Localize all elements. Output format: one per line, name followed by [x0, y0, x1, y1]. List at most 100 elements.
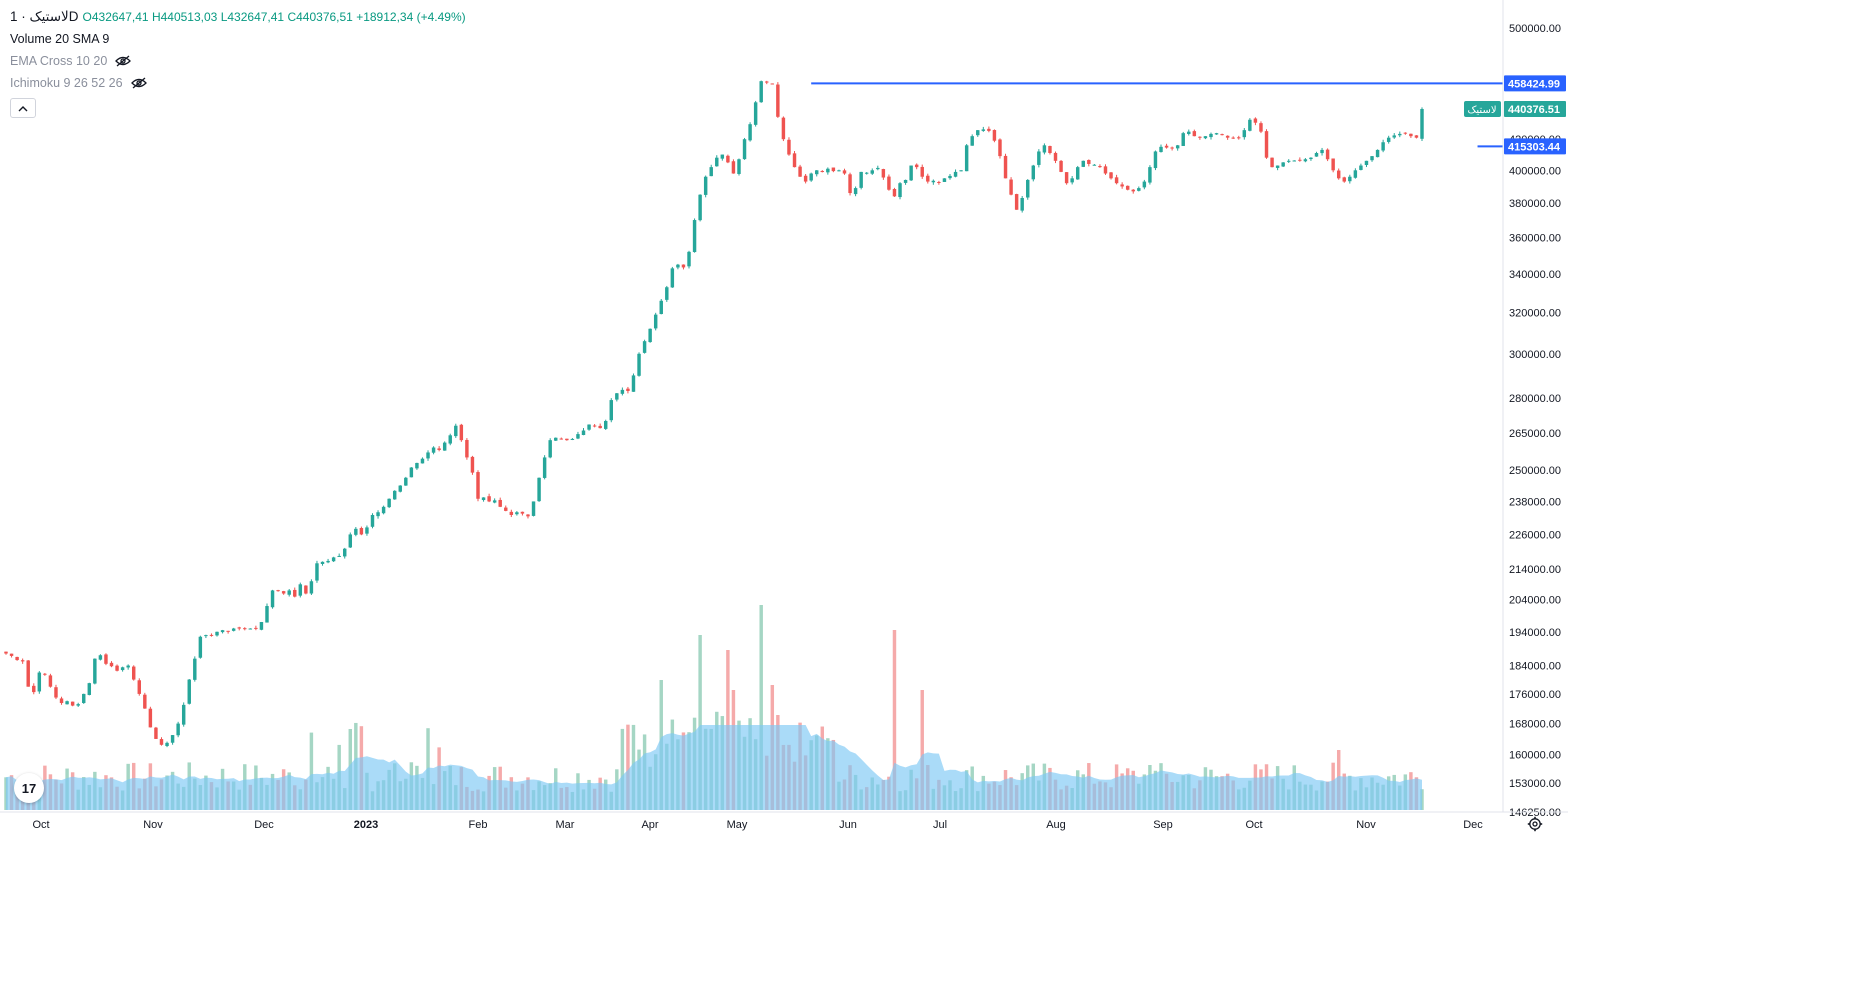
candle-body [1070, 178, 1074, 183]
candle-body [365, 527, 369, 534]
candle-body [576, 434, 580, 439]
candle-body [926, 175, 930, 182]
candle-body [154, 727, 158, 739]
candle-body [670, 268, 675, 288]
candle-body [1403, 132, 1408, 134]
indicator-ema-cross[interactable]: EMA Cross 10 20 [10, 50, 466, 72]
candle-body [1181, 133, 1185, 146]
volume-bar [759, 605, 763, 810]
candle-body [398, 485, 402, 492]
volume-bar [892, 630, 897, 810]
chart-settings-button[interactable] [1525, 814, 1545, 834]
logo-text: 17 [21, 780, 37, 796]
candle-body [964, 145, 969, 172]
symbol-row[interactable]: لاستیک · 1D O432647,41 H440513,03 L43264… [10, 6, 466, 28]
candle-body [687, 251, 691, 267]
candle-body [187, 679, 191, 704]
candle-body [1386, 137, 1391, 142]
eye-crossed-icon[interactable] [130, 77, 147, 89]
collapse-legend-button[interactable] [10, 98, 36, 118]
hline-price-label: 458424.99 [1508, 78, 1560, 90]
indicator-volume[interactable]: Volume 20 SMA 9 [10, 28, 466, 50]
candle-body [581, 430, 586, 436]
candle-body [631, 375, 636, 392]
candle-body [20, 660, 25, 662]
hline-price-tag [1504, 75, 1566, 92]
candle-body [159, 739, 164, 745]
candle-body [1103, 166, 1108, 174]
symbol-tag-label: لاستیک [1467, 105, 1496, 116]
candle-body [231, 628, 236, 631]
candle-body [681, 264, 686, 268]
horizontal-lines[interactable] [811, 82, 1503, 148]
candle-body [54, 687, 58, 698]
candle-body [937, 181, 941, 183]
volume-bar [626, 724, 630, 810]
candle-body [170, 735, 175, 743]
candle-body [220, 630, 225, 633]
candle-body [1053, 152, 1058, 161]
candle-body [137, 680, 141, 694]
candle-body [976, 130, 980, 136]
candle-body [659, 300, 663, 315]
price-tick-label: 280000.00 [1509, 393, 1561, 405]
candle-body [1020, 198, 1024, 211]
price-tick-label: 168000.00 [1509, 719, 1561, 731]
candle-body [765, 81, 769, 83]
candle-body [1153, 151, 1158, 169]
candle-body [1075, 167, 1080, 180]
candle-body [542, 457, 547, 478]
candle-body [726, 155, 730, 163]
candle-body [898, 183, 902, 198]
volume-bar [309, 732, 314, 810]
price-tick-label: 340000.00 [1509, 269, 1561, 281]
candle-body [354, 528, 358, 535]
candle-body [1137, 188, 1141, 191]
candle-body [1336, 170, 1341, 179]
candle-body [87, 683, 92, 695]
candle-body [787, 139, 791, 155]
price-tick-label: 194000.00 [1509, 627, 1561, 639]
candle-body [109, 662, 114, 667]
candle-body [226, 630, 230, 632]
tradingview-logo[interactable]: 17 [14, 773, 44, 803]
candle-body [293, 589, 297, 597]
indicator-ichimoku[interactable]: Ichimoku 9 26 52 26 [10, 72, 466, 94]
candle-body [492, 500, 497, 503]
candle-body [953, 171, 958, 177]
volume-bar [620, 728, 625, 810]
candle-body [642, 341, 647, 353]
price-chart[interactable]: 500000.00420000.00400000.00380000.003600… [0, 0, 1568, 837]
candle-body [1298, 159, 1302, 161]
price-tick-label: 160000.00 [1509, 750, 1561, 762]
chart-legend: لاستیک · 1D O432647,41 H440513,03 L43264… [10, 6, 466, 118]
candle-body [1098, 166, 1102, 168]
candle-body [281, 591, 286, 594]
candle-body [1092, 164, 1097, 166]
candle-body [776, 84, 780, 117]
candle-body [920, 166, 924, 177]
symbol-tag [1464, 100, 1501, 117]
eye-crossed-icon[interactable] [115, 55, 132, 67]
candle-body [1114, 177, 1119, 184]
price-tick-label: 250000.00 [1509, 465, 1561, 477]
candle-body [676, 264, 680, 268]
candle-body [4, 651, 8, 654]
candle-body [1370, 156, 1374, 161]
volume-sma-area [6, 725, 1422, 810]
time-axis[interactable]: Oct Nov Dec 2023 Feb Mar Apr May Jun Jul Aug Sep Oct… [0, 811, 1568, 831]
candle-body [1414, 135, 1419, 138]
price-tick-label: 214000.00 [1509, 564, 1561, 576]
candle-body [148, 708, 153, 728]
symbol-title[interactable]: لاستیک · 1D [10, 9, 79, 24]
candle-body [70, 701, 75, 706]
candle-body [1314, 153, 1319, 157]
candle-body [1287, 160, 1291, 162]
candle-body [331, 557, 336, 562]
price-axis[interactable]: 500000.00420000.00400000.00380000.003600… [1464, 0, 1568, 837]
candle-body [504, 507, 508, 511]
candle-body [1259, 123, 1263, 132]
candle-body [698, 194, 702, 221]
price-tick-label: 320000.00 [1509, 308, 1561, 320]
indicator-volume-label: Volume 20 SMA 9 [10, 32, 110, 46]
